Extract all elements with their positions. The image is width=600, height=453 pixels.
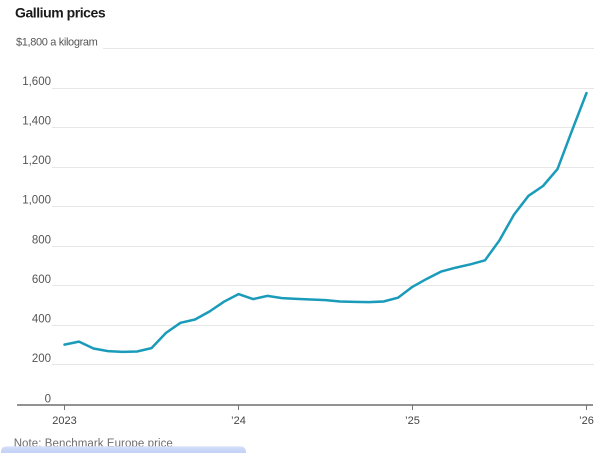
svg-text:200: 200	[32, 353, 51, 365]
svg-text:1,600: 1,600	[22, 76, 51, 88]
svg-text:600: 600	[32, 274, 51, 286]
svg-text:’24: ’24	[231, 415, 246, 427]
svg-text:’26: ’26	[579, 415, 594, 427]
svg-text:800: 800	[32, 234, 51, 246]
svg-text:400: 400	[32, 313, 51, 325]
svg-text:1,000: 1,000	[22, 195, 51, 207]
svg-text:Gallium prices: Gallium prices	[15, 4, 106, 20]
svg-text:2023: 2023	[52, 415, 76, 427]
svg-text:0: 0	[45, 394, 51, 406]
svg-text:’25: ’25	[405, 415, 420, 427]
svg-text:$1,800 a kilogram: $1,800 a kilogram	[16, 37, 98, 49]
svg-text:1,400: 1,400	[22, 116, 51, 128]
svg-text:1,200: 1,200	[22, 155, 51, 167]
